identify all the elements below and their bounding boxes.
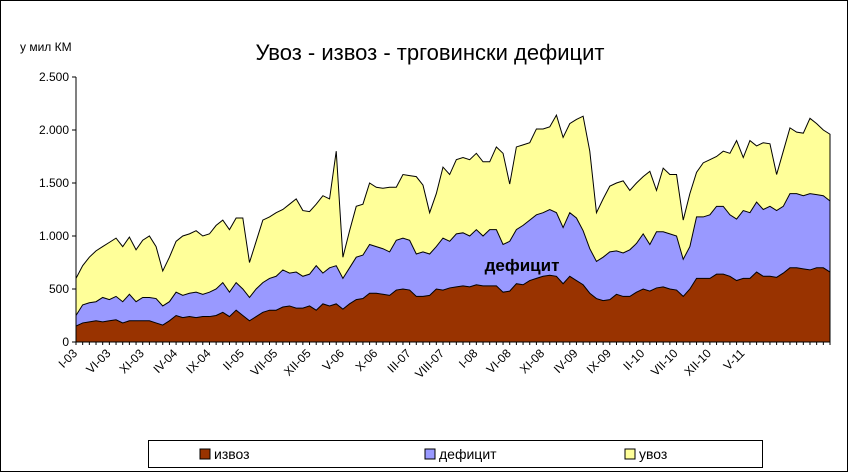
area (75, 267, 831, 343)
legend-label: дефицит (439, 446, 497, 462)
y-axis-label: у мил КМ (20, 40, 72, 54)
legend-swatch (424, 448, 436, 460)
legend-swatch (199, 448, 211, 460)
legend-label: увоз (639, 446, 667, 462)
y-tick-label: 0 (62, 335, 69, 349)
annotation: дефицит (485, 256, 560, 275)
legend-swatch (624, 448, 636, 460)
chart-title: Увоз - извоз - трговински дефицит (256, 40, 605, 65)
y-tick-label: 500 (49, 282, 69, 296)
y-tick-label: 1.500 (39, 176, 69, 190)
y-tick-label: 2.500 (39, 70, 69, 84)
y-tick-label: 1.000 (39, 229, 69, 243)
legend: извоз дефицит увоз (199, 446, 667, 462)
legend-box (148, 440, 763, 468)
legend-label: извоз (214, 446, 250, 462)
y-tick-label: 2.000 (39, 123, 69, 137)
